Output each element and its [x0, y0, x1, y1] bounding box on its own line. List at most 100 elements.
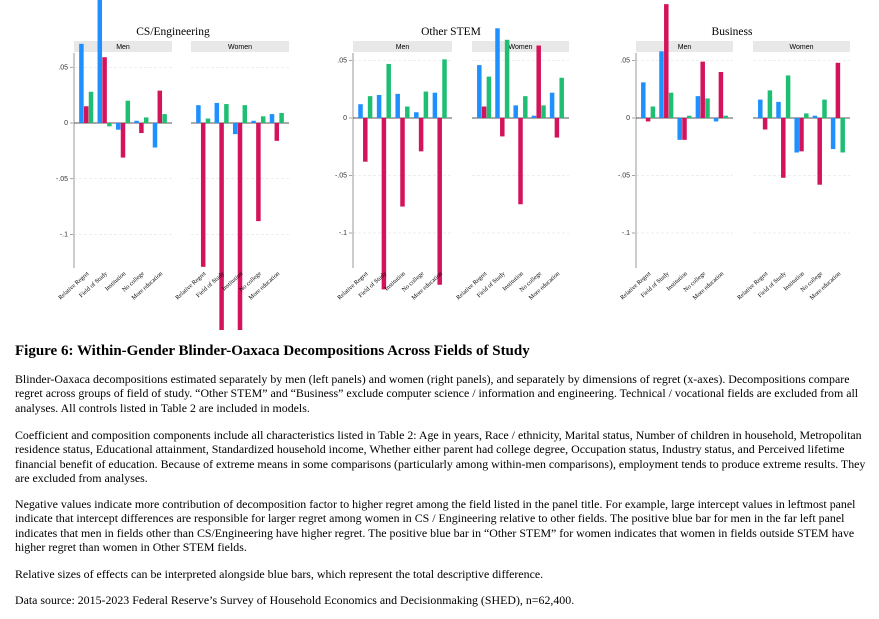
bar-unexplained: [718, 72, 724, 118]
bar-explained: [279, 112, 284, 123]
panel-label: Men: [396, 44, 410, 51]
bar-unexplained: [481, 106, 487, 118]
bar-explained: [242, 105, 248, 123]
caption-paragraph-4: Relative sizes of effects can be interpr…: [15, 567, 544, 581]
bar-total: [358, 104, 363, 118]
bar-explained: [224, 104, 229, 123]
panel-label: Women: [790, 44, 814, 51]
bar-unexplained: [799, 118, 804, 152]
bar-unexplained: [437, 118, 442, 285]
y-tick-label: 0: [626, 115, 630, 122]
bar-total: [549, 92, 555, 118]
bar-explained: [767, 90, 773, 118]
bar-explained: [804, 113, 809, 118]
bar-total: [641, 82, 646, 118]
y-tick-label: -.1: [60, 232, 68, 239]
y-tick-label: 0: [343, 115, 347, 122]
y-tick-label: .05: [337, 58, 347, 65]
bar-total: [196, 105, 201, 123]
bar-explained: [668, 92, 674, 118]
y-tick-label: .05: [620, 58, 630, 65]
y-tick-label: -.1: [622, 230, 630, 237]
bar-explained: [486, 76, 492, 118]
panel-strip: [472, 41, 569, 52]
y-tick-label: .05: [58, 64, 68, 71]
bar-explained: [442, 59, 447, 118]
bar-unexplained: [817, 118, 822, 185]
panel-label: Women: [228, 44, 252, 51]
bar-explained: [405, 106, 410, 118]
bar-total: [513, 105, 518, 118]
bar-total: [376, 95, 382, 118]
bar-explained: [386, 63, 391, 118]
bar-unexplained: [682, 118, 687, 140]
bar-unexplained: [554, 118, 560, 138]
bar-unexplained: [274, 123, 280, 141]
y-tick-label: -.1: [339, 230, 347, 237]
bar-total: [695, 96, 701, 118]
bar-explained: [423, 91, 429, 118]
bar-explained: [687, 115, 692, 118]
y-tick-label: 0: [64, 120, 68, 127]
bar-total: [659, 51, 664, 118]
panel-label: Women: [509, 44, 533, 51]
bar-explained: [205, 118, 211, 123]
caption-paragraph-2: Coefficient and composition components i…: [15, 428, 866, 486]
bar-unexplained: [381, 118, 387, 290]
x-tick-label: Relative Regret: [336, 270, 370, 301]
bar-unexplained: [237, 123, 243, 330]
bar-total: [214, 102, 220, 123]
bar-explained: [260, 116, 266, 123]
bar-explained: [162, 114, 167, 123]
bar-unexplained: [835, 62, 841, 118]
bar-total: [251, 120, 256, 123]
bar-total: [432, 92, 438, 118]
bar-unexplained: [219, 123, 224, 330]
bar-explained: [523, 96, 528, 118]
bar-unexplained: [83, 106, 89, 123]
bar-total: [495, 28, 500, 118]
bar-unexplained: [700, 61, 705, 118]
bar-total: [713, 118, 719, 122]
bar-total: [232, 123, 238, 135]
bar-explained: [705, 98, 710, 118]
bar-explained: [559, 77, 564, 118]
bar-explained: [367, 96, 373, 118]
bar-explained: [541, 105, 546, 118]
bar-explained: [125, 100, 131, 123]
chart-title: Other STEM: [421, 26, 481, 38]
bar-explained: [88, 91, 94, 123]
y-tick-label: -.05: [56, 176, 68, 183]
bar-unexplained: [518, 118, 523, 205]
panel-label: Men: [116, 44, 130, 51]
chart-title: Business: [712, 26, 753, 38]
bar-total: [794, 118, 799, 153]
bar-total: [677, 118, 682, 140]
bar-total: [79, 43, 84, 123]
bar-explained: [822, 99, 827, 118]
bar-explained: [107, 123, 112, 127]
bar-total: [395, 93, 400, 118]
y-tick-label: -.05: [618, 173, 630, 180]
bar-explained: [840, 118, 845, 153]
caption-paragraph-5: Data source: 2015-2023 Federal Reserve’s…: [15, 593, 575, 607]
bar-explained: [143, 117, 149, 123]
bar-unexplained: [536, 45, 541, 118]
panel-strip: [74, 41, 172, 52]
bar-explained: [723, 115, 728, 118]
bar-total: [758, 99, 763, 118]
bar-total: [115, 123, 121, 130]
bar-unexplained: [102, 57, 107, 124]
bar-explained: [650, 106, 656, 118]
bar-total: [269, 114, 275, 123]
panel-strip: [353, 41, 452, 52]
